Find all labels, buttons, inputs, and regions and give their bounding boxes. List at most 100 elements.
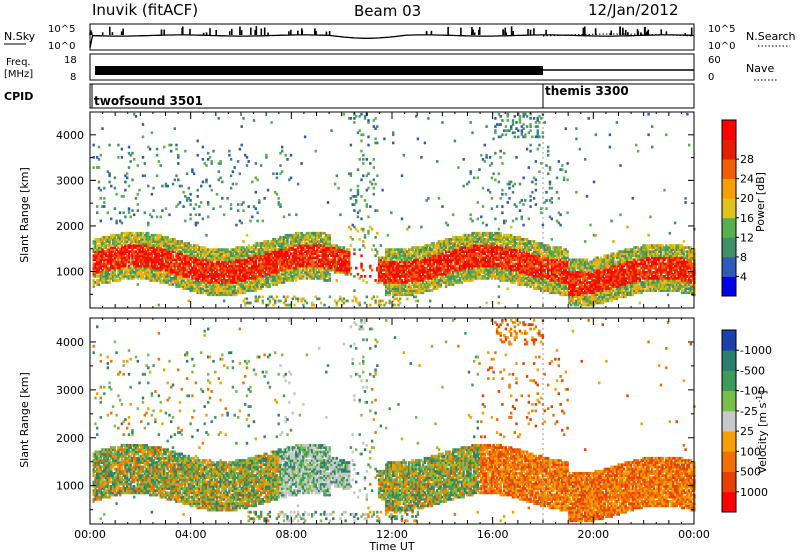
heatmap-cell [450, 258, 453, 262]
heatmap-cell [163, 279, 166, 282]
heatmap-cell [136, 240, 139, 243]
heatmap-cell [281, 236, 284, 239]
heatmap-cell [212, 268, 215, 272]
heatmap-cell [383, 268, 386, 272]
heatmap-cell [92, 264, 95, 268]
heatmap-cell [321, 231, 324, 235]
heatmap-cell [392, 262, 395, 266]
heatmap-cell [226, 289, 229, 292]
heatmap-cell [414, 283, 418, 286]
heatmap-cell [436, 252, 439, 256]
heatmap-cell [275, 264, 279, 268]
heatmap-cell [173, 275, 176, 278]
heatmap-cell [252, 250, 256, 253]
heatmap-cell [168, 242, 171, 245]
heatmap-cell [458, 238, 462, 241]
heatmap-cell [122, 277, 125, 280]
heatmap-cell [164, 184, 168, 188]
heatmap-cell [256, 287, 259, 290]
heatmap-cell [392, 141, 395, 145]
heatmap-cell [196, 195, 199, 198]
heatmap-cell [305, 233, 309, 237]
heatmap-cell [316, 233, 319, 237]
heatmap-cell [309, 233, 312, 237]
heatmap-cell [244, 285, 247, 288]
heatmap-cell [166, 238, 169, 241]
heatmap-cell [237, 289, 240, 292]
heatmap-cell [483, 266, 486, 270]
heatmap-cell [291, 297, 294, 301]
heatmap-cell [325, 248, 328, 251]
heatmap-cell [94, 264, 97, 268]
heatmap-cell [339, 246, 342, 249]
heatmap-cell [231, 283, 235, 286]
heatmap-cell [212, 272, 215, 276]
heatmap-cell [478, 244, 481, 247]
heatmap-cell [103, 252, 106, 256]
heatmap-cell [307, 244, 310, 247]
heatmap-cell [133, 246, 136, 249]
heatmap-cell [166, 268, 169, 272]
heatmap-cell [159, 240, 162, 243]
heatmap-cell [254, 264, 257, 268]
heatmap-cell [462, 260, 465, 264]
heatmap-cell [240, 258, 243, 262]
heatmap-cell [402, 260, 405, 264]
heatmap-cell [414, 250, 418, 253]
heatmap-cell [296, 268, 300, 272]
heatmap-cell [237, 203, 240, 206]
heatmap-cell [386, 275, 390, 278]
heatmap-cell [467, 180, 471, 184]
heatmap-cell [99, 270, 102, 274]
heatmap-cell [469, 170, 472, 173]
heatmap-cell [423, 283, 427, 286]
heatmap-cell [155, 256, 159, 260]
heatmap-cell [147, 262, 150, 266]
heatmap-cell [346, 262, 349, 266]
heatmap-cell [300, 244, 303, 247]
heatmap-cell [177, 178, 180, 182]
heatmap-cell [118, 236, 122, 239]
heatmap-cell [261, 250, 264, 253]
heatmap-cell [219, 285, 222, 288]
heatmap-cell [106, 258, 109, 262]
heatmap-cell [140, 260, 143, 264]
heatmap-cell [221, 272, 224, 276]
heatmap-cell [189, 270, 192, 274]
heatmap-cell [409, 252, 412, 256]
heatmap-cell [101, 268, 104, 272]
heatmap-cell [319, 233, 323, 237]
heatmap-cell [467, 279, 471, 282]
heatmap-cell [272, 275, 275, 278]
heatmap-cell [385, 272, 388, 276]
heatmap-cell [103, 201, 106, 204]
heatmap-cell [467, 262, 471, 266]
heatmap-cell [406, 285, 409, 288]
heatmap-cell [328, 260, 331, 264]
heatmap-cell [212, 252, 215, 256]
heatmap-cell [303, 250, 307, 253]
heatmap-cell [226, 268, 229, 272]
heatmap-cell [339, 250, 342, 253]
heatmap-cell [120, 254, 124, 258]
heatmap-cell [131, 266, 134, 270]
heatmap-cell [192, 289, 196, 292]
heatmap-cell [235, 279, 238, 282]
heatmap-cell [395, 256, 398, 260]
heatmap-cell [249, 285, 252, 288]
heatmap-cell [488, 242, 492, 245]
heatmap-cell [443, 244, 446, 247]
heatmap-cell [150, 272, 154, 276]
heatmap-cell [480, 275, 483, 278]
heatmap-cell [312, 233, 316, 237]
heatmap-cell [201, 281, 205, 284]
heatmap-cell [464, 279, 467, 282]
heatmap-cell [337, 262, 340, 266]
heatmap-cell [386, 233, 390, 237]
heatmap-cell [221, 287, 224, 290]
heatmap-cell [155, 270, 159, 274]
heatmap-cell [400, 291, 404, 295]
heatmap-cell [400, 289, 404, 292]
heatmap-cell [96, 268, 99, 272]
heatmap-cell [117, 236, 120, 239]
